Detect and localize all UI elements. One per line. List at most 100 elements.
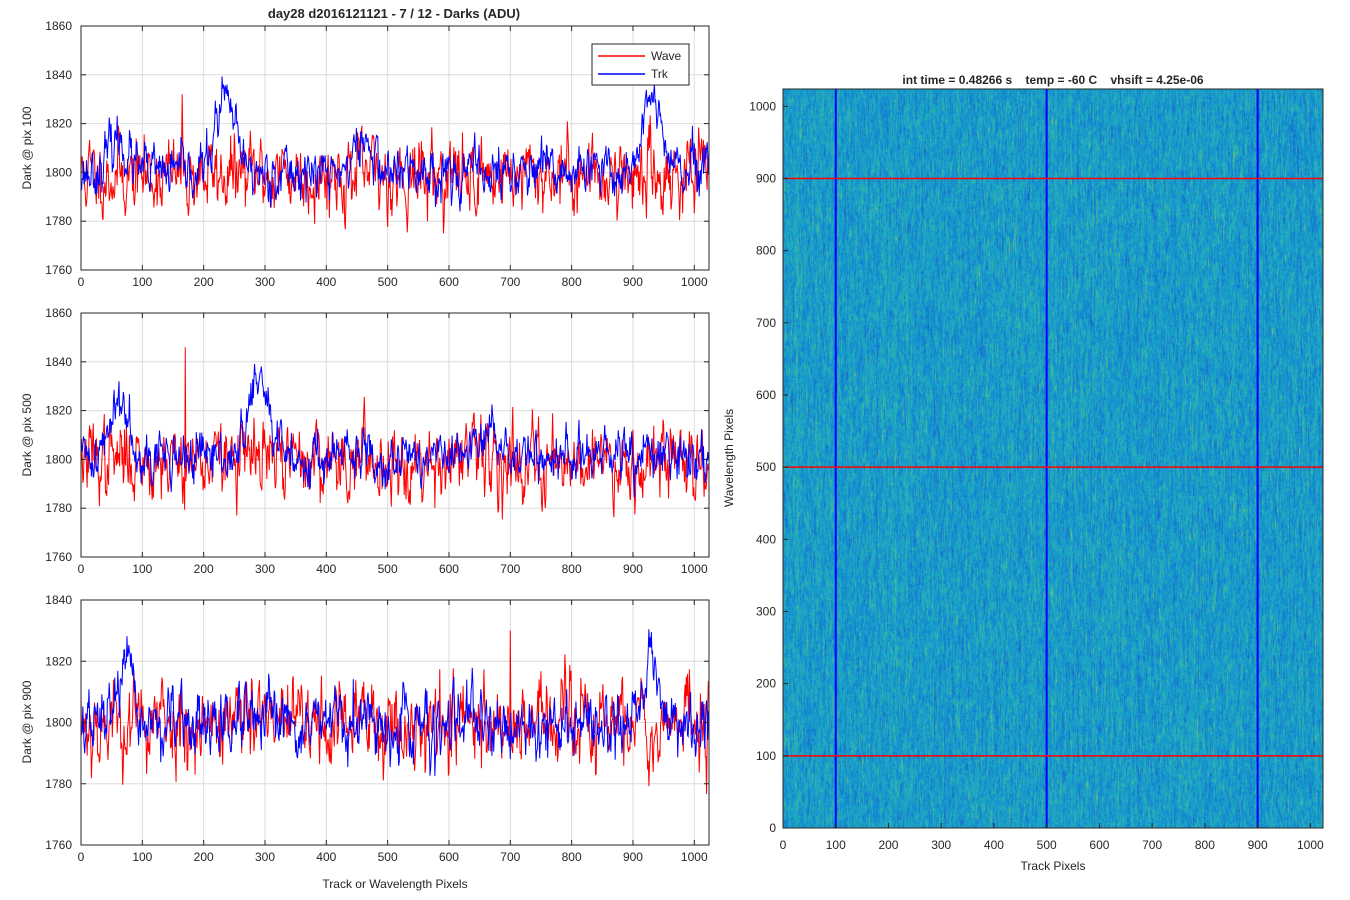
axes-box [782,88,1324,829]
y-tick-label: 600 [756,388,776,402]
legend: Wave Trk [591,43,690,86]
x-tick-label: 200 [878,838,898,852]
panel-pix-900: 0 100 200 300 400 500 600 700 800 900 1000 1760 1780… [20,593,710,891]
x-tick-label: 400 [316,562,336,576]
x-tick-label: 300 [255,275,275,289]
y-tick-label: 1840 [45,68,72,82]
y-tick-label: 1840 [45,593,72,607]
y-axis-label: Wavelength Pixels [722,409,736,507]
x-tick-label: 800 [562,562,582,576]
x-tick-label: 600 [439,275,459,289]
panel-pix-100: 0 100 200 300 400 500 600 700 800 900 1000 1760 1780… [20,19,710,289]
x-tick-label: 100 [132,850,152,864]
ticks: 0 100 200 300 400 500 600 700 800 900 1000 1760 1780… [45,306,709,576]
x-tick-label: 900 [623,850,643,864]
series-line-trk [80,363,709,498]
x-axis-label: Track Pixels [1021,859,1086,873]
panel-pix-500: 0 100 200 300 400 500 600 700 800 900 1000 1760 1780… [20,306,710,576]
heatmap-image-holder [783,89,1323,828]
figure-title: day28 d2016121121 - 7 / 12 - Darks (ADU) [268,6,520,21]
x-tick-label: 900 [623,562,643,576]
x-tick-label: 200 [194,562,214,576]
y-tick-label: 1800 [45,165,72,179]
x-tick-label: 400 [984,838,1004,852]
x-tick-label: 500 [1037,838,1057,852]
x-tick-label: 600 [439,562,459,576]
x-tick-label: 1000 [681,562,708,576]
ticks: 0 100 200 300 400 500 600 700 800 900 1000 1760 1780… [45,593,709,864]
x-tick-label: 0 [78,562,85,576]
x-axis-label: Track or Wavelength Pixels [322,877,467,891]
x-tick-label: 900 [623,275,643,289]
x-tick-label: 0 [780,838,787,852]
x-tick-label: 700 [500,562,520,576]
legend-box [591,43,690,86]
y-tick-label: 1000 [749,99,776,113]
y-tick-label: 1760 [45,263,72,277]
x-tick-label: 300 [931,838,951,852]
x-tick-label: 100 [132,275,152,289]
x-tick-label: 500 [378,562,398,576]
x-tick-label: 1000 [681,275,708,289]
x-tick-label: 300 [255,850,275,864]
x-tick-label: 100 [132,562,152,576]
axes-box [80,25,710,271]
series-lines [80,629,709,795]
x-tick-label: 0 [78,275,85,289]
series-line-trk [80,629,709,776]
series-lines [80,347,709,520]
heatmap-title: int time = 0.48266 s temp = -60 C vhsift… [902,73,1203,87]
series-line-wave [80,347,709,520]
y-tick-label: 1780 [45,501,72,515]
x-tick-label: 800 [1195,838,1215,852]
y-tick-label: 1760 [45,838,72,852]
y-tick-label: 1820 [45,654,72,668]
y-tick-label: 100 [756,749,776,763]
legend-label-trk: Trk [651,67,669,81]
heatmap-marker-lines [783,89,1323,828]
y-tick-label: 800 [756,244,776,258]
y-axis-label: Dark @ pix 900 [20,680,34,763]
series-line-trk [80,76,709,212]
y-tick-label: 200 [756,677,776,691]
x-tick-label: 100 [826,838,846,852]
x-tick-label: 200 [194,275,214,289]
x-tick-label: 200 [194,850,214,864]
y-tick-label: 1860 [45,19,72,33]
x-tick-label: 1000 [681,850,708,864]
x-tick-label: 1000 [1297,838,1324,852]
ticks: 0 100 200 300 400 500 600 700 800 900 1000 1760 1780… [45,19,709,289]
x-tick-label: 400 [316,850,336,864]
y-tick-label: 1800 [45,716,72,730]
y-tick-label: 1780 [45,214,72,228]
y-tick-label: 1840 [45,355,72,369]
y-tick-label: 1760 [45,550,72,564]
x-tick-label: 300 [255,562,275,576]
y-tick-label: 0 [769,821,776,835]
x-tick-label: 600 [1089,838,1109,852]
y-tick-label: 900 [756,171,776,185]
x-tick-label: 900 [1248,838,1268,852]
x-tick-label: 500 [378,850,398,864]
y-tick-label: 1860 [45,306,72,320]
y-tick-label: 400 [756,532,776,546]
x-tick-label: 0 [78,850,85,864]
series-lines [80,76,709,234]
x-tick-label: 600 [439,850,459,864]
y-tick-label: 1820 [45,117,72,131]
y-tick-label: 1800 [45,452,72,466]
x-tick-label: 700 [500,850,520,864]
x-tick-label: 400 [316,275,336,289]
x-tick-label: 700 [1142,838,1162,852]
x-tick-label: 500 [378,275,398,289]
x-tick-label: 800 [562,850,582,864]
x-tick-label: 700 [500,275,520,289]
y-tick-label: 700 [756,316,776,330]
axes-box [80,312,710,558]
y-tick-label: 1820 [45,404,72,418]
legend-label-wave: Wave [651,49,682,63]
x-tick-label: 800 [562,275,582,289]
ticks: 0 100 200 300 400 500 600 700 800 900 1000 0 100 200 3… [749,99,1324,852]
y-tick-label: 300 [756,604,776,618]
